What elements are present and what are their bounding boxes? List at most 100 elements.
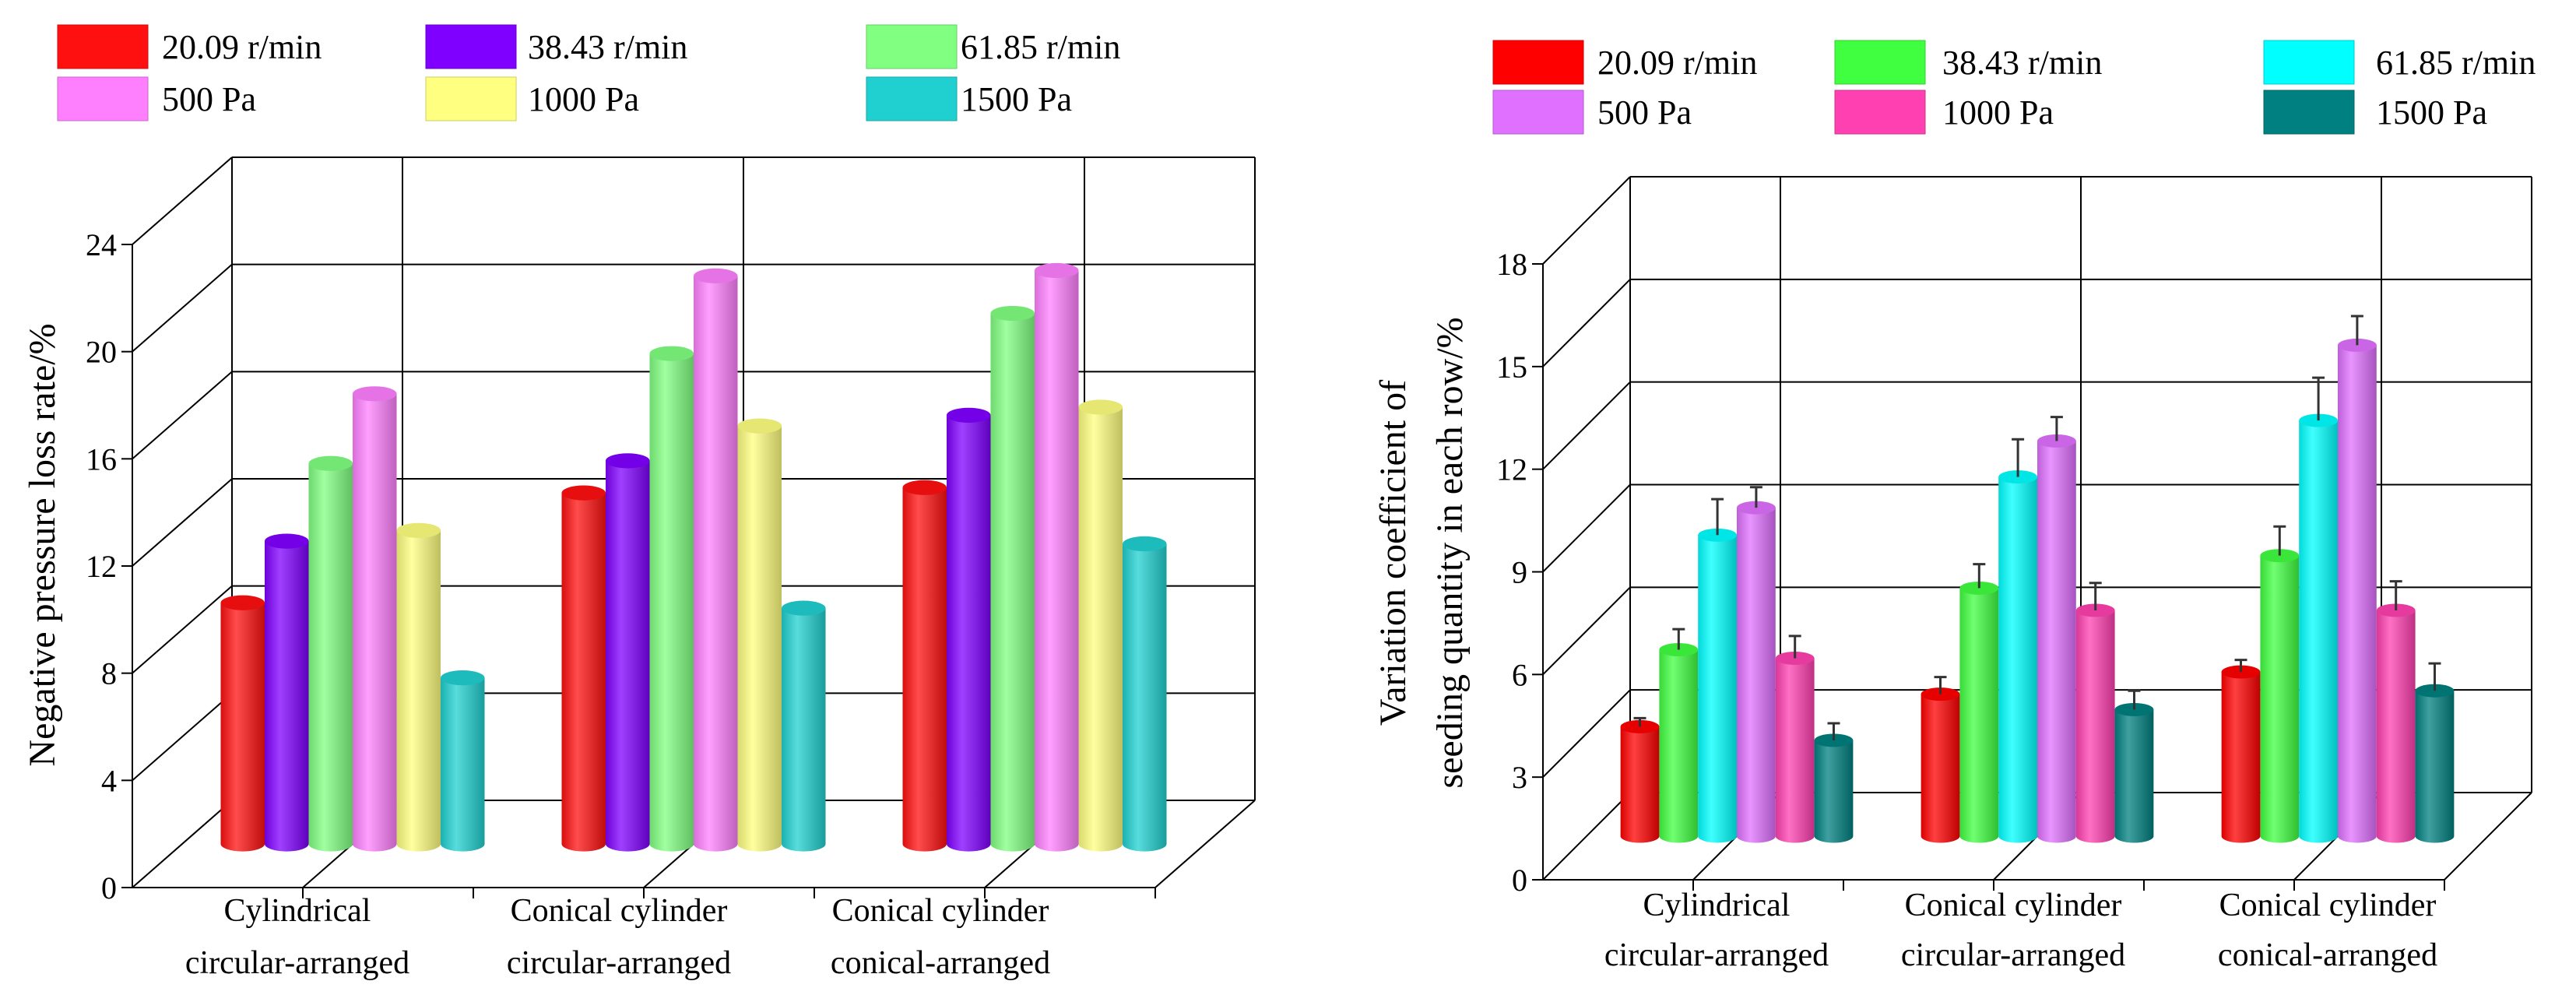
y-tick-label: 6 bbox=[1512, 657, 1527, 692]
bar-38-43-r-min bbox=[2260, 525, 2300, 843]
legend-swatch bbox=[1834, 90, 1926, 135]
bar-cylinder-top bbox=[264, 533, 309, 549]
legend-label: 500 Pa bbox=[1597, 93, 1692, 132]
legend-swatch bbox=[1834, 40, 1926, 85]
chart-variation-coefficient: Variation coefficient of seeding quantit… bbox=[1372, 40, 2536, 973]
legend-label: 500 Pa bbox=[162, 80, 256, 118]
bar-cylinder-top bbox=[1123, 536, 1167, 552]
bar-61-85-r-min bbox=[308, 455, 353, 852]
legend-label: 1500 Pa bbox=[961, 80, 1072, 118]
x-category-label: circular-arranged bbox=[1604, 937, 1829, 973]
bar-cylinder-body bbox=[990, 313, 1035, 852]
y-tick-label: 15 bbox=[1496, 350, 1527, 385]
bar-1000-pa bbox=[2376, 580, 2416, 843]
legend-label: 20.09 r/min bbox=[162, 28, 322, 66]
legend: 20.09 r/min 38.43 r/min 61.85 r/min 500 Pa 1… bbox=[57, 24, 1120, 121]
x-category-label: Cylindrical bbox=[1643, 888, 1791, 923]
bar-38-43-r-min bbox=[264, 533, 309, 852]
bar-20-09-r-min bbox=[220, 595, 265, 852]
side-wall-gridline bbox=[1542, 279, 1631, 367]
x-category-label: Conical cylinder bbox=[2219, 888, 2437, 923]
legend-item: 38.43 r/min bbox=[425, 24, 687, 69]
y-tick-label: 8 bbox=[101, 656, 117, 691]
bar-61-85-r-min bbox=[990, 305, 1035, 852]
bar-20-09-r-min bbox=[561, 485, 606, 852]
bar-cylinder-body bbox=[220, 603, 265, 852]
bar-cylinder-body bbox=[2338, 345, 2377, 843]
bar-1500-pa bbox=[782, 600, 826, 852]
bar-38-43-r-min bbox=[605, 453, 650, 852]
y-tick-label: 9 bbox=[1512, 555, 1527, 590]
bar-cylinder-body bbox=[694, 276, 738, 852]
bar-38-43-r-min bbox=[1959, 563, 1999, 843]
legend-item: 1000 Pa bbox=[425, 76, 639, 121]
side-wall-gridline bbox=[132, 800, 233, 888]
bar-38-43-r-min bbox=[1659, 628, 1699, 843]
legend-swatch bbox=[2263, 90, 2355, 135]
legend-label: 61.85 r/min bbox=[2376, 44, 2536, 82]
bar-cylinder-top bbox=[1035, 262, 1079, 279]
floor-right-edge bbox=[2444, 792, 2532, 881]
bar-cylinder-body bbox=[264, 541, 309, 852]
bar-cylinder-body bbox=[1775, 658, 1815, 843]
bar-1000-pa bbox=[396, 522, 441, 852]
bar-cylinder-body bbox=[2037, 441, 2076, 843]
bar-1500-pa bbox=[1814, 722, 1854, 843]
bar-cylinder-body bbox=[1078, 407, 1123, 852]
bar-cylinder-body bbox=[1921, 694, 1960, 843]
bar-cylinder-body bbox=[2114, 709, 2154, 843]
x-category-label: Cylindrical bbox=[224, 893, 371, 929]
legend-item: 61.85 r/min bbox=[866, 24, 1120, 69]
bar-cylinder-top bbox=[946, 407, 991, 423]
bar-1000-pa bbox=[737, 418, 782, 852]
bar-500-pa bbox=[2338, 315, 2377, 843]
bar-61-85-r-min bbox=[1698, 497, 1737, 843]
y-tick-label: 20 bbox=[86, 335, 117, 370]
legend-label: 20.09 r/min bbox=[1597, 44, 1757, 82]
x-category-label: conical-arranged bbox=[2218, 937, 2437, 973]
bar-cylinder-body bbox=[396, 530, 441, 852]
y-axis-title-line-1: Variation coefficient of bbox=[1372, 380, 1414, 726]
bar-cylinder-body bbox=[2260, 555, 2300, 843]
bar-cylinder-top bbox=[1078, 399, 1123, 415]
bar-500-pa bbox=[1737, 486, 1776, 843]
bar-cylinder-body bbox=[353, 393, 397, 852]
legend-swatch bbox=[2263, 40, 2355, 85]
side-wall-gridline bbox=[1542, 689, 1631, 778]
legend-item: 20.09 r/min bbox=[1492, 40, 1757, 85]
bar-cylinder-top bbox=[441, 670, 485, 686]
y-tick-label: 0 bbox=[101, 870, 117, 905]
legend-label: 1500 Pa bbox=[2376, 93, 2487, 132]
bar-cylinder-body bbox=[2376, 610, 2416, 843]
side-wall-gridline bbox=[132, 156, 233, 245]
bar-cylinder-body bbox=[1035, 270, 1079, 852]
side-wall-gridline bbox=[1542, 586, 1631, 676]
bars bbox=[1620, 315, 2455, 843]
bar-1500-pa bbox=[1123, 536, 1167, 852]
legend-label: 1000 Pa bbox=[1942, 93, 2054, 132]
y-tick-label: 0 bbox=[1512, 863, 1527, 898]
bar-cylinder-top bbox=[990, 305, 1035, 322]
bar-61-85-r-min bbox=[2299, 376, 2338, 843]
bar-20-09-r-min bbox=[902, 480, 947, 852]
bar-cylinder-body bbox=[2075, 610, 2115, 843]
bar-cylinder-body bbox=[1814, 740, 1854, 843]
bar-cylinder-body bbox=[946, 415, 991, 852]
bar-cylinder-top bbox=[902, 480, 947, 495]
bar-cylinder-body bbox=[308, 463, 353, 852]
bar-20-09-r-min bbox=[1620, 716, 1660, 843]
side-wall-gridline bbox=[132, 585, 233, 674]
bar-cylinder-body bbox=[2415, 691, 2455, 843]
bars bbox=[220, 262, 1167, 852]
y-tick-label: 24 bbox=[86, 227, 117, 262]
bar-cylinder-top bbox=[694, 268, 738, 283]
bar-cylinder-body bbox=[1698, 535, 1737, 843]
bar-1000-pa bbox=[2075, 582, 2115, 843]
bar-cylinder-body bbox=[649, 353, 694, 852]
x-category-label: Conical cylinder bbox=[832, 893, 1049, 929]
side-wall-gridline bbox=[1542, 176, 1631, 265]
legend-swatch bbox=[57, 24, 149, 69]
y-axis-title-line-2: seeding quantity in each row/% bbox=[1429, 317, 1471, 788]
bar-500-pa bbox=[694, 268, 738, 852]
